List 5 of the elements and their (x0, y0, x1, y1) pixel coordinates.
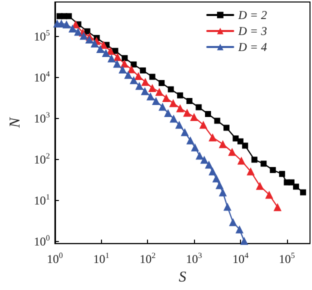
y-axis-title: N (8, 116, 24, 129)
legend-label: D = 4 (237, 40, 267, 54)
legend-label: D = 3 (237, 24, 267, 38)
legend-label: D = 2 (237, 8, 267, 22)
x-axis-title: S (178, 270, 187, 286)
